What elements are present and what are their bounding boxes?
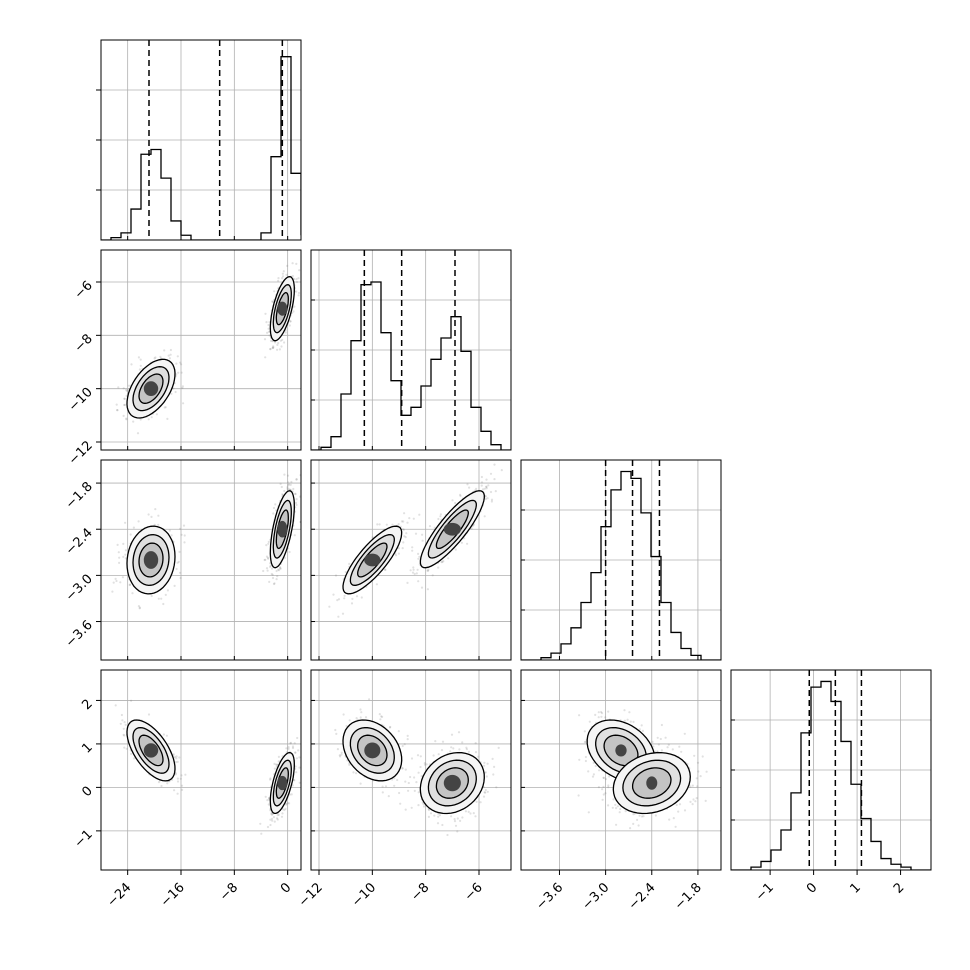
panel-frame — [310, 669, 512, 871]
y-tick-label: 0 — [79, 784, 95, 800]
x-tick-label: 0 — [804, 880, 820, 896]
histogram-panel — [96, 39, 302, 241]
x-tick-label: −1 — [753, 880, 777, 904]
density-core — [615, 744, 627, 757]
histogram-panel — [310, 249, 512, 451]
density-core — [646, 776, 658, 790]
panel-frame — [100, 669, 302, 871]
x-tick-label: −24 — [104, 880, 134, 910]
y-tick-label: −3.0 — [63, 572, 96, 605]
x-tick-label: 1 — [847, 880, 863, 896]
x-tick-label: −6 — [462, 880, 486, 904]
density-core — [277, 301, 288, 316]
scatter-panel: −24 −16 −8 0 −1 0 1 2 — [72, 669, 302, 910]
y-tick-label: −12 — [66, 438, 96, 468]
scatter-panel — [310, 459, 512, 661]
density-core — [143, 551, 159, 569]
density-core — [143, 743, 159, 758]
y-tick-label: −10 — [66, 385, 96, 415]
y-tick-label: −1.8 — [63, 479, 96, 512]
panel-frame — [520, 459, 722, 661]
histogram-step — [521, 470, 721, 660]
y-tick-label: −6 — [72, 278, 96, 302]
density-core — [143, 381, 159, 397]
panel-frame — [310, 459, 512, 661]
histogram-panel: −1 0 1 2 — [730, 669, 932, 904]
histogram-panel — [520, 459, 722, 661]
panel-frame — [100, 459, 302, 661]
x-tick-label: −1.8 — [672, 880, 705, 913]
panel-frame — [100, 39, 302, 241]
scatter-panel: −3.6 −3.0 −2.4 −1.8 — [520, 669, 722, 913]
x-tick-label: −16 — [158, 880, 188, 910]
x-tick-label: −8 — [217, 880, 241, 904]
histogram-step — [101, 56, 301, 240]
y-tick-label: 1 — [79, 740, 95, 756]
y-tick-label: −1 — [72, 827, 96, 851]
density-core — [443, 774, 461, 792]
panel-frame — [730, 669, 932, 871]
x-tick-label: 2 — [891, 880, 907, 896]
panel-frame — [310, 249, 512, 451]
x-tick-label: −8 — [408, 880, 432, 904]
panel-frame — [100, 249, 302, 451]
scatter-points — [328, 463, 503, 618]
scatter-panel: −3.6 −3.0 −2.4 −1.8 — [63, 459, 302, 661]
x-tick-label: −2.4 — [626, 880, 659, 913]
density-core — [277, 520, 288, 538]
density-core — [364, 553, 381, 567]
density-core — [443, 522, 461, 536]
scatter-panel: −12 −10 −8 −6 — [66, 249, 302, 468]
x-tick-label: −3.6 — [533, 880, 566, 913]
x-tick-label: 0 — [278, 880, 294, 896]
x-tick-label: −3.0 — [580, 880, 613, 913]
y-tick-label: −3.6 — [63, 618, 96, 651]
scatter-panel: −12 −10 −8 −6 — [296, 669, 512, 910]
x-tick-label: −10 — [349, 880, 379, 910]
histogram-step — [311, 281, 511, 450]
x-tick-label: −12 — [296, 880, 326, 910]
y-tick-label: −2.4 — [63, 525, 96, 558]
panel-frame — [520, 669, 722, 871]
histogram-step — [731, 680, 931, 870]
y-tick-label: −8 — [72, 332, 96, 356]
y-tick-label: 2 — [79, 697, 95, 713]
density-core — [277, 775, 288, 791]
density-core — [364, 742, 381, 759]
